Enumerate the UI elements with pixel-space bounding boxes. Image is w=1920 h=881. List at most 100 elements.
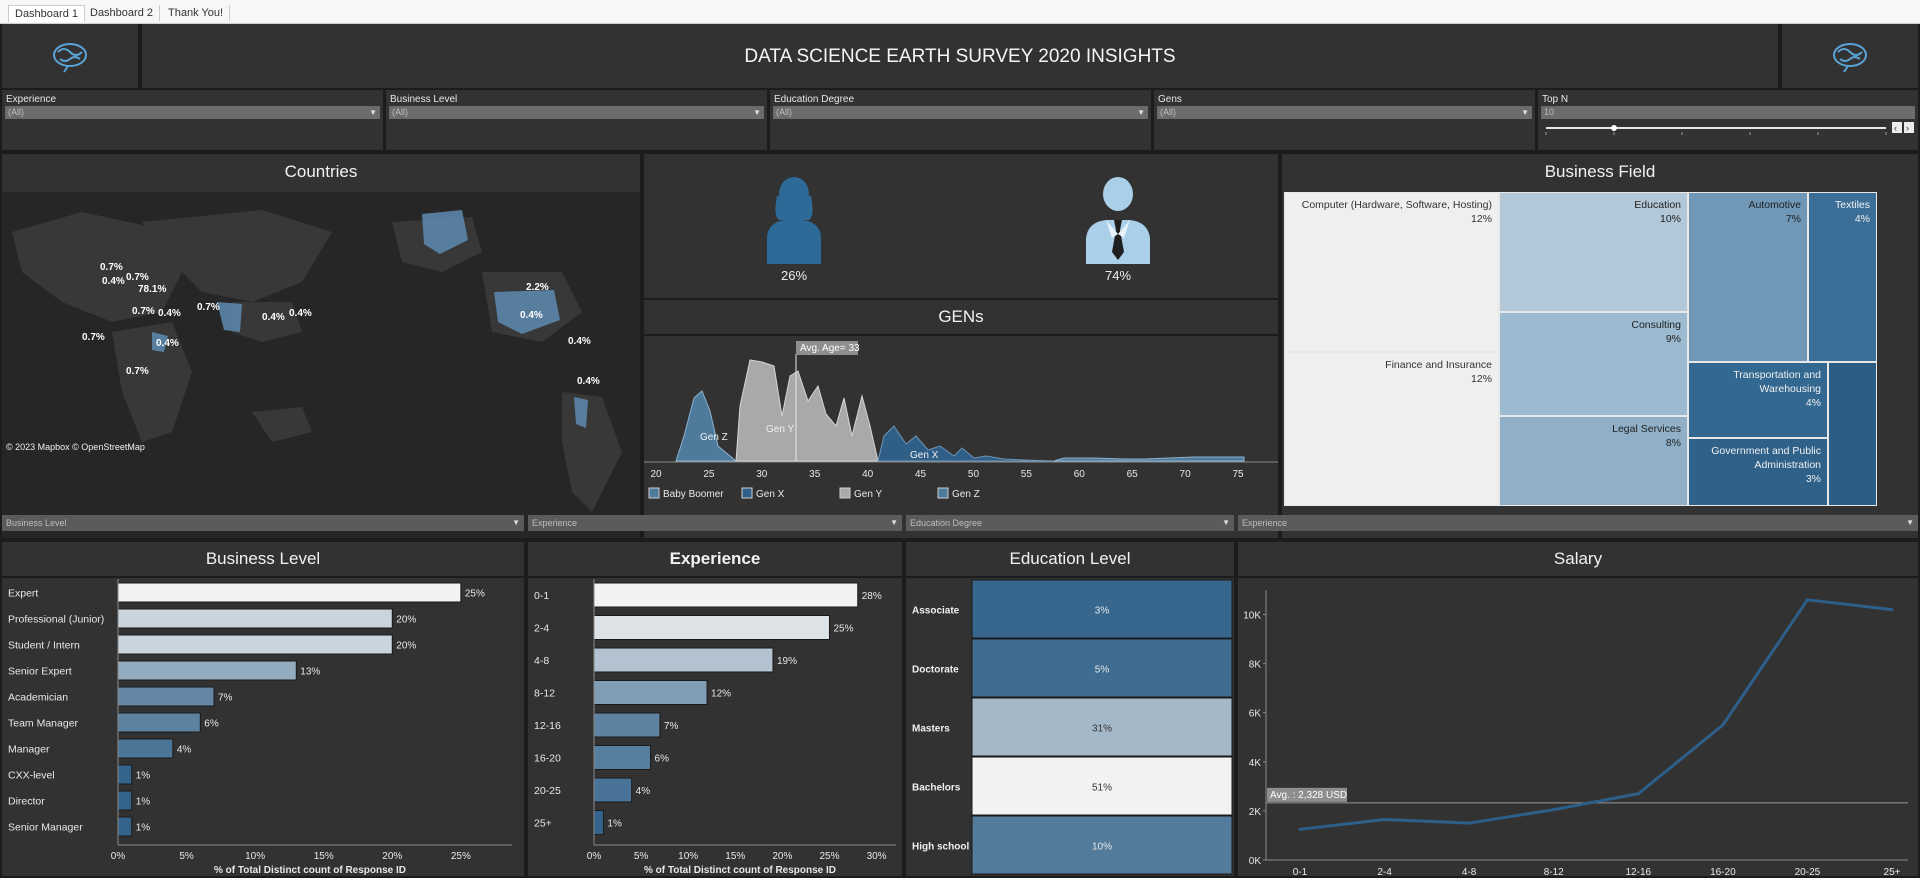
gens-tick-50: 50 [968, 469, 980, 480]
slider-increment-button[interactable] [1904, 122, 1914, 133]
chevron-down-icon: ▼ [512, 518, 520, 527]
bar-20-25[interactable] [593, 777, 633, 803]
bar-senior-expert[interactable] [117, 660, 297, 681]
bar-label-0-1: 0-1 [534, 590, 549, 602]
bar-value-director: 1% [136, 797, 151, 808]
treemap-cell-computer[interactable]: Computer (Hardware, Software, Hosting) 12… [1284, 192, 1499, 352]
top-n-slider[interactable]: ‹ › [1542, 120, 1914, 140]
salary-x-tick-12-16: 12-16 [1625, 867, 1651, 876]
gens-tick-60: 60 [1074, 469, 1086, 480]
heatmap-cell-doctorate[interactable] [971, 638, 1233, 698]
treemap-cell-textiles[interactable]: Textiles 4% [1808, 192, 1877, 362]
salary-average-label: Avg. : 2,328 USD [1270, 790, 1347, 801]
bar-0-1[interactable] [593, 582, 859, 608]
heatmap-label-bachelors: Bachelors [912, 783, 961, 794]
header-bar: DATA SCIENCE EARTH SURVEY 2020 INSIGHTS [142, 24, 1778, 88]
bar-director[interactable] [117, 790, 133, 811]
bar-label-cxx-level: CXX-level [8, 770, 55, 782]
education-degree-dropdown[interactable]: (All) ▼ [773, 106, 1148, 119]
bar-cxx-level[interactable] [117, 764, 133, 785]
treemap-cell-legal[interactable]: Legal Services 8% [1499, 416, 1688, 506]
treemap-cell-other[interactable] [1828, 362, 1877, 506]
bar-team-manager[interactable] [117, 712, 201, 733]
countries-title: Countries [284, 162, 358, 181]
gen-x-label: Gen X [910, 450, 939, 461]
heatmap-cell-bachelors[interactable] [971, 756, 1233, 816]
map-attribution: © 2023 Mapbox © OpenStreetMap [6, 442, 145, 452]
business-level-dropdown[interactable]: (All) ▼ [389, 106, 764, 119]
gens-tick-30: 30 [756, 469, 768, 480]
gens-tick-70: 70 [1180, 469, 1192, 480]
bar-label-team-manager: Team Manager [8, 718, 79, 730]
chevron-right-icon: › [1906, 123, 1909, 133]
treemap-cell-government[interactable]: Government and Public Administration 3% [1688, 438, 1828, 506]
gens-chart: Avg. Age= 33 Gen Z Gen Y Gen X 20 25 30 35 4… [644, 336, 1278, 538]
treemap-cell-finance[interactable]: Finance and Insurance 12% [1284, 352, 1499, 506]
heatmap-value-bachelors: 51% [1092, 783, 1112, 794]
experience-bars: 0-1 28% 2-4 25% 4-8 19% 8-12 12% 12-16 7% 16-20 6% 2… [534, 579, 896, 876]
tab-dashboard-2[interactable]: Dashboard 2 [84, 5, 160, 21]
avg-age-badge [796, 341, 858, 355]
treemap-cell-automotive[interactable]: Automotive 7% [1688, 192, 1808, 362]
bar-student-intern[interactable] [117, 634, 393, 655]
bar-expert[interactable] [117, 582, 462, 603]
salary-point-0-1[interactable] [1298, 827, 1302, 831]
bar-25[interactable] [593, 810, 604, 835]
bar-senior-manager[interactable] [117, 816, 133, 837]
experience-dropdown[interactable]: (All) ▼ [5, 106, 380, 119]
bar-professional-junior[interactable] [117, 608, 393, 629]
gens-x-ticks: 20 25 30 35 40 45 50 55 60 65 70 75 [650, 469, 1244, 480]
gens-title: GENs [938, 307, 984, 326]
business-field-treemap[interactable]: Computer (Hardware, Software, Hosting) 12… [1284, 192, 1916, 506]
treemap-cell-consulting[interactable]: Consulting 9% [1499, 312, 1688, 416]
experience-title: Experience [669, 549, 761, 568]
x-tick-25: 25% [451, 851, 471, 862]
top-n-input[interactable]: 10 [1541, 106, 1915, 119]
x-tick-5: 5% [179, 851, 194, 862]
world-map[interactable]: 0.7% 0.4% 0.7% 78.1% 0.7% 0.4% 0.7% 0.4%… [2, 192, 640, 538]
bar-16-20[interactable] [593, 745, 652, 770]
x-tick-30: 30% [867, 851, 887, 862]
bar-value-0-1: 28% [862, 591, 882, 602]
bar-manager[interactable] [117, 738, 174, 759]
tab-thank-you[interactable]: Thank You! [162, 5, 231, 21]
map-canvas [12, 210, 622, 512]
male-percent: 74% [1104, 268, 1132, 283]
gens-title-bar: GENs [644, 300, 1278, 334]
salary-point-25[interactable] [1890, 608, 1894, 612]
heatmap-cell-associate[interactable] [971, 579, 1233, 639]
bar-8-12[interactable] [593, 680, 708, 705]
x-tick-20: 20% [772, 851, 792, 862]
slider-handle[interactable] [1611, 125, 1617, 131]
treemap-cell-transportation[interactable]: Transportation and Warehousing 4% [1688, 362, 1828, 438]
salary-point-12-16[interactable] [1636, 792, 1640, 796]
dashboard: DATA SCIENCE EARTH SURVEY 2020 INSIGHTS … [0, 24, 1920, 878]
slider-decrement-button[interactable] [1892, 122, 1902, 133]
legend-baby-boomer: Baby Boomer [663, 489, 724, 500]
salary-y-tick-4k: 4K [1249, 758, 1262, 769]
experience-small-filter[interactable]: Experience ▼ [528, 515, 902, 531]
salary-point-8-12[interactable] [1552, 808, 1556, 812]
gens-area-chart: Avg. Age= 33 Gen Z Gen Y Gen X 20 25 30 35 4… [644, 341, 1278, 500]
salary-point-16-20[interactable] [1721, 723, 1725, 727]
bar-academician[interactable] [117, 686, 215, 707]
bar-4-8[interactable] [593, 647, 774, 673]
salary-point-4-8[interactable] [1467, 821, 1471, 825]
salary-point-20-25[interactable] [1805, 598, 1809, 602]
education-degree-small-filter[interactable]: Education Degree ▼ [906, 515, 1234, 531]
bar-value-4-8: 19% [777, 656, 797, 667]
x-axis-title: % of Total Distinct count of Response ID [644, 865, 836, 876]
experience-chart: 0-1 28% 2-4 25% 4-8 19% 8-12 12% 12-16 7% 16-20 6% 2… [528, 578, 902, 876]
treemap-cell-education[interactable]: Education 10% [1499, 192, 1688, 312]
business-level-small-filter[interactable]: Business Level ▼ [2, 515, 524, 531]
experience-salary-small-filter[interactable]: Experience ▼ [1238, 515, 1918, 531]
tab-dashboard-1[interactable]: Dashboard 1 [8, 5, 85, 22]
female-percent: 26% [780, 268, 808, 283]
bar-2-4[interactable] [593, 615, 830, 640]
salary-line[interactable] [1299, 598, 1893, 831]
salary-point-2-4[interactable] [1383, 818, 1387, 821]
heatmap-cell-masters[interactable] [971, 697, 1233, 757]
bar-12-16[interactable] [593, 712, 661, 738]
heatmap-cell-high-school[interactable] [971, 815, 1233, 875]
gens-dropdown[interactable]: (All) ▼ [1157, 106, 1532, 119]
